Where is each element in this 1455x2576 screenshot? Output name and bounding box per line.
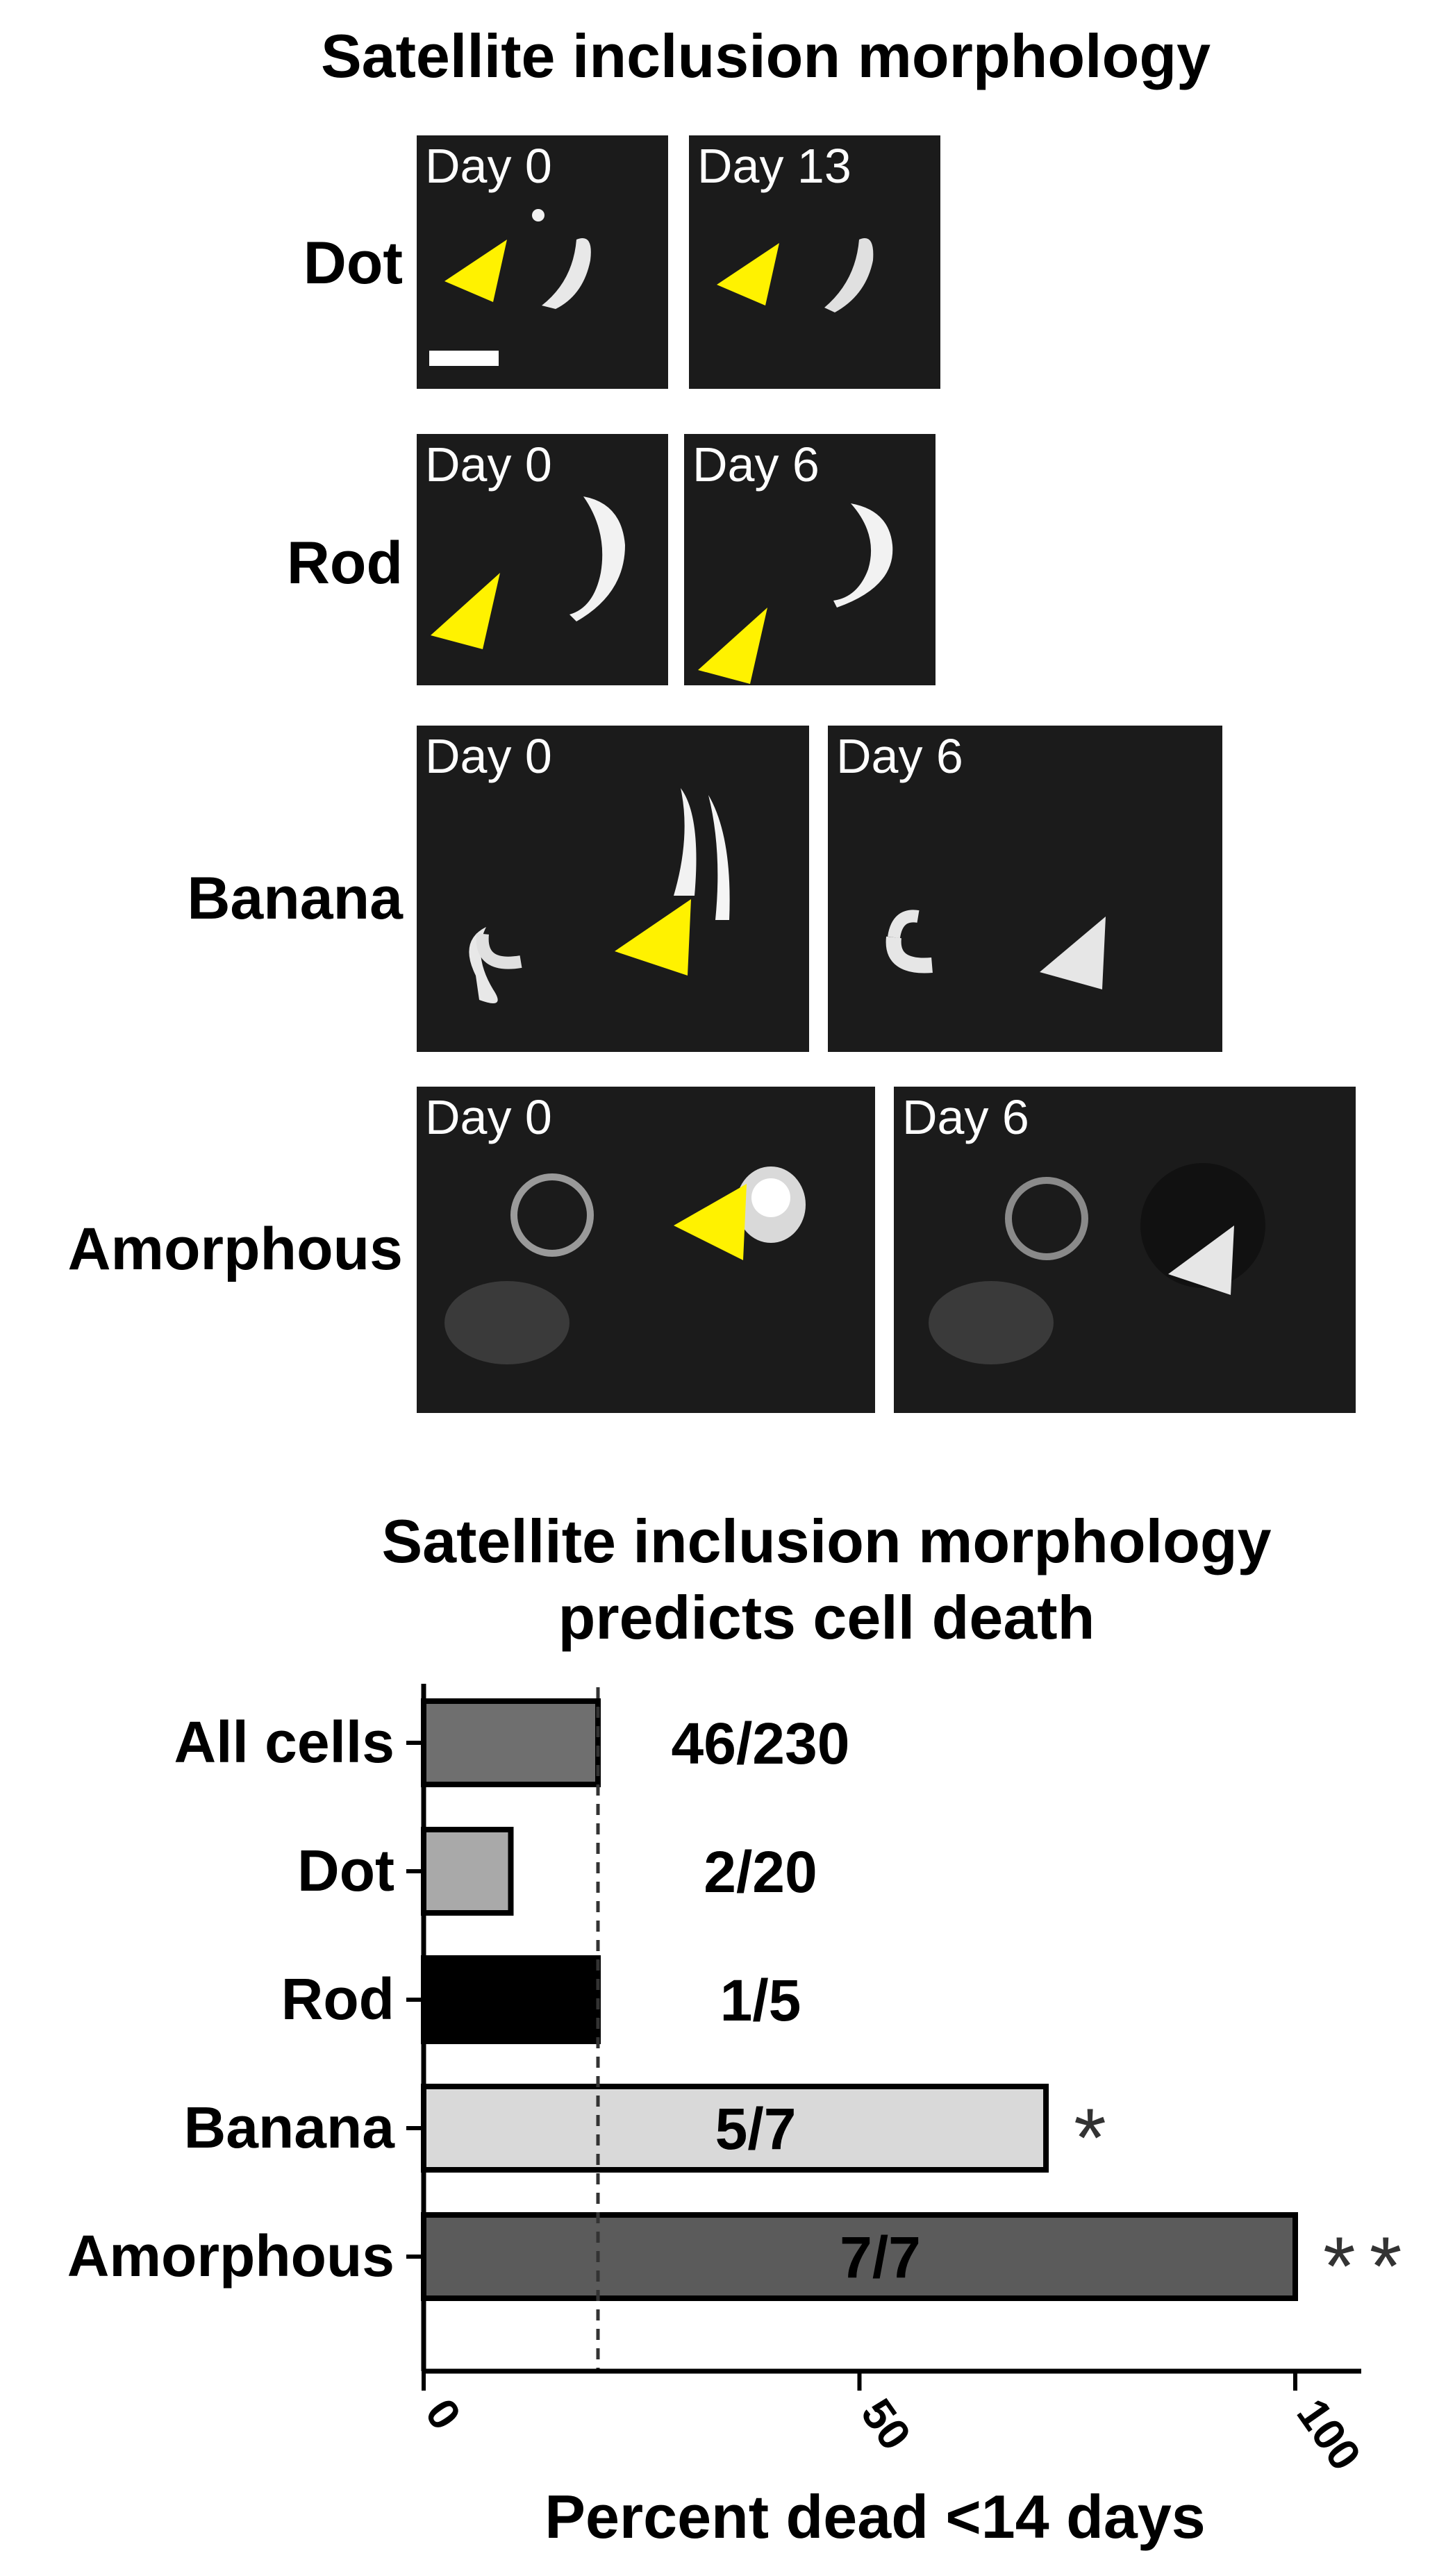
x-axis-label: Percent dead <14 days <box>544 2482 1205 2551</box>
micrograph-image <box>431 496 625 649</box>
chart-title-line-2: predicts cell death <box>558 1583 1095 1652</box>
micrograph-image <box>698 503 893 684</box>
chart-title-line-1: Satellite inclusion morphology <box>381 1507 1271 1575</box>
micrograph-image <box>717 238 874 312</box>
row-label-banana: Banana <box>187 865 403 932</box>
micrograph-image <box>886 910 1106 989</box>
bar-dot <box>421 1827 514 1916</box>
row-label-dot: Dot <box>303 230 403 296</box>
significance-marker: ** <box>1323 2220 1415 2313</box>
micrograph-dot-a: Day 0 <box>417 135 668 389</box>
day-label: Day 0 <box>425 139 552 193</box>
bar-all-cells <box>421 1698 601 1787</box>
day-label: Day 6 <box>902 1090 1029 1144</box>
arrowhead-icon <box>674 1184 747 1260</box>
row-label-rod: Rod <box>286 530 403 596</box>
bars-group: All cells 46/230 Dot 2/20 Rod 1/5 Banana 5/7 * Am… <box>67 1687 1415 2371</box>
micrograph-dot-b: Day 13 <box>689 135 940 389</box>
category-label: Rod <box>281 1966 394 2032</box>
arrowhead-icon <box>717 243 779 306</box>
micrograph-amorphous-b: Day 6 <box>894 1087 1356 1413</box>
day-label: Day 13 <box>697 139 851 193</box>
data-label: 2/20 <box>704 1839 817 1905</box>
data-label: 5/7 <box>715 2096 797 2161</box>
micrograph-banana-b: Day 6 <box>828 726 1222 1052</box>
x-tick-label: 0 <box>416 2390 471 2439</box>
category-label: Dot <box>297 1838 394 1903</box>
bar-rod <box>421 1955 601 2044</box>
micrograph-image <box>929 1163 1265 1364</box>
x-tick-label: 100 <box>1288 2390 1371 2479</box>
micrograph-image <box>429 209 591 366</box>
data-label: 7/7 <box>840 2225 921 2290</box>
day-label: Day 0 <box>425 1090 552 1144</box>
category-label: Banana <box>184 2095 396 2160</box>
micrograph-rod-b: Day 6 <box>684 434 936 685</box>
micrograph-rod-a: Day 0 <box>417 434 668 685</box>
x-ticks-group: 0 50 100 <box>416 2371 1371 2479</box>
bar-chart: Satellite inclusion morphology predicts … <box>67 1507 1415 2551</box>
day-label: Day 6 <box>692 437 820 492</box>
scale-bar <box>429 351 499 366</box>
day-label: Day 6 <box>836 729 963 783</box>
arrowhead-icon <box>1040 917 1106 989</box>
category-label: All cells <box>174 1709 394 1775</box>
arrowhead-icon <box>444 240 507 302</box>
micrograph-image <box>469 788 730 1003</box>
figure-title: Satellite inclusion morphology <box>320 22 1211 90</box>
arrowhead-icon <box>698 608 767 684</box>
day-label: Day 0 <box>425 437 552 492</box>
micrograph-image <box>444 1166 806 1364</box>
micrograph-banana-a: Day 0 <box>417 726 809 1052</box>
x-tick-label: 50 <box>851 2390 921 2459</box>
arrowhead-icon <box>615 899 691 976</box>
category-label: Amorphous <box>67 2223 394 2289</box>
row-label-amorphous: Amorphous <box>67 1216 403 1282</box>
micrograph-amorphous-a: Day 0 <box>417 1087 875 1413</box>
data-label: 1/5 <box>720 1968 801 2033</box>
arrowhead-icon <box>431 573 500 649</box>
day-label: Day 0 <box>425 729 552 783</box>
arrowhead-icon <box>1168 1226 1234 1295</box>
data-label: 46/230 <box>672 1711 850 1776</box>
significance-marker: * <box>1074 2091 1120 2184</box>
